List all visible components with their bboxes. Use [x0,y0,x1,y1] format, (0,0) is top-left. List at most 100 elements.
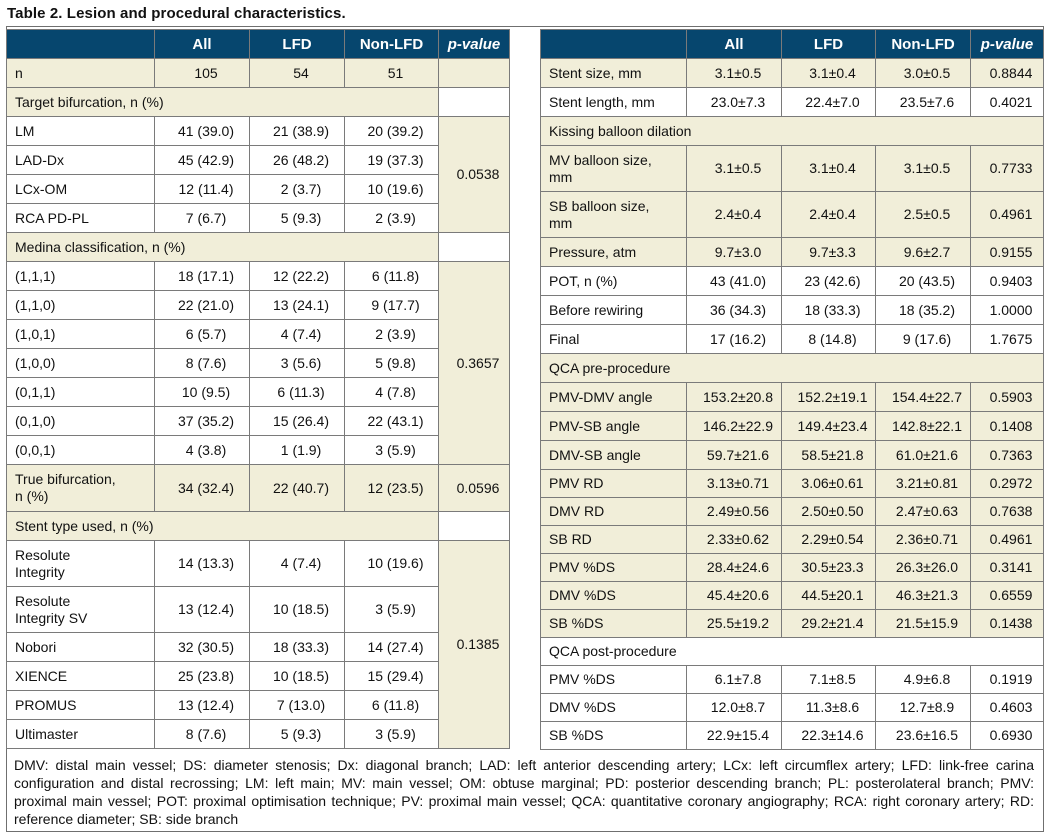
row-label: SB balloon size, mm [540,191,687,238]
table-row: (0,1,0) 37 (35.2) 15 (26.4) 22 (43.1) [6,406,510,436]
cell-non-lfd: 154.4±22.7 [875,382,971,412]
cell-all: 8 (7.6) [154,719,250,749]
table-row: SB balloon size, mm 2.4±0.4 2.4±0.4 2.5±0… [540,191,1044,238]
table-row: Resolute Integrity 14 (13.3) 4 (7.4) 10 (… [6,540,510,749]
cell-p-value: 0.0596 [438,464,510,512]
cell-lfd: 3.1±0.4 [781,58,876,88]
cell-lfd: 1 (1.9) [249,435,345,465]
header-row: All LFD Non-LFD p-value [6,29,510,59]
cell-lfd: 13 (24.1) [249,290,345,320]
cell-non-lfd: 4.9±6.8 [875,665,971,694]
section-row: Kissing balloon dilation [540,116,1044,146]
table-row: Stent size, mm 3.1±0.5 3.1±0.4 3.0±0.5 0… [540,58,1044,88]
row-label: Before rewiring [540,295,687,325]
cell-all: 146.2±22.9 [686,411,782,441]
label-line: Resolute [15,592,71,609]
cell-lfd: 149.4±23.4 [781,411,876,441]
cell-lfd: 8 (14.8) [781,324,876,354]
row-label: (0,1,0) [6,406,155,436]
cell-lfd: 10 (18.5) [249,586,345,633]
row-label: (1,1,0) [6,290,155,320]
cell-all: 37 (35.2) [154,406,250,436]
cell-lfd: 9.7±3.3 [781,237,876,267]
cell-lfd: 4 (7.4) [249,319,345,349]
cell-non-lfd: 142.8±22.1 [875,411,971,441]
cell-lfd: 152.2±19.1 [781,382,876,412]
cell-lfd: 22.4±7.0 [781,87,876,117]
cell-non-lfd: 23.5±7.6 [875,87,971,117]
cell-all: 6 (5.7) [154,319,250,349]
table-row: RCA PD-PL 7 (6.7) 5 (9.3) 2 (3.9) [6,203,510,233]
cell-non-lfd: 21.5±15.9 [875,609,971,638]
table-row: PMV %DS 6.1±7.8 7.1±8.5 4.9±6.8 0.1919 [540,665,1044,694]
table-row: PMV %DS 28.4±24.6 30.5±23.3 26.3±26.0 0.… [540,553,1044,582]
cell-all: 13 (12.4) [154,586,250,633]
table-row: DMV RD 2.49±0.56 2.50±0.50 2.47±0.63 0.7… [540,497,1044,526]
cell-all: 2.33±0.62 [686,525,782,554]
cell-lfd: 15 (26.4) [249,406,345,436]
label-line: Resolute [15,546,71,563]
cell-all: 22 (21.0) [154,290,250,320]
row-label: (0,0,1) [6,435,155,465]
cell-non-lfd: 12.7±8.9 [875,693,971,722]
header-blank [6,29,155,59]
cell-non-lfd: 6 (11.8) [344,690,439,720]
cell-non-lfd: 2 (3.9) [344,203,439,233]
section-qca-post: QCA post-procedure [540,637,1044,666]
cell-non-lfd: 22 (43.1) [344,406,439,436]
cell-lfd: 30.5±23.3 [781,553,876,582]
section-row: Medina classification, n (%) [6,232,510,262]
cell-lfd: 21 (38.9) [249,116,345,146]
cell-non-lfd: 23.6±16.5 [875,721,971,750]
cell-lfd: 2.4±0.4 [781,191,876,238]
row-label: DMV RD [540,497,687,526]
cell-all: 25.5±19.2 [686,609,782,638]
section-row: QCA post-procedure [540,637,1044,666]
cell-non-lfd: 3.1±0.5 [875,145,971,192]
row-label: PMV %DS [540,553,687,582]
label-line: Integrity SV [15,609,88,626]
cell-all: 17 (16.2) [686,324,782,354]
header-p-value: p-value [438,29,510,59]
cell-lfd: 22 (40.7) [249,464,345,512]
cell-non-lfd: 26.3±26.0 [875,553,971,582]
row-label: n [6,58,155,88]
cell-lfd: 4 (7.4) [249,540,345,587]
cell-p-value: 0.8844 [970,58,1044,88]
header-row: All LFD Non-LFD p-value [540,29,1044,59]
table-row: Resolute Integrity SV 13 (12.4) 10 (18.5)… [6,586,510,633]
cell-non-lfd: 9 (17.6) [875,324,971,354]
cell-lfd: 2.29±0.54 [781,525,876,554]
table-row: LCx-OM 12 (11.4) 2 (3.7) 10 (19.6) [6,174,510,204]
cell-all: 12.0±8.7 [686,693,782,722]
table-row: SB %DS 22.9±15.4 22.3±14.6 23.6±16.5 0.6… [540,721,1044,750]
left-table: All LFD Non-LFD p-value n 105 54 51 Targ… [6,29,510,749]
cell-non-lfd: 14 (27.4) [344,632,439,662]
row-label: Resolute Integrity [6,540,155,587]
cell-lfd: 10 (18.5) [249,661,345,691]
table-row: DMV %DS 12.0±8.7 11.3±8.6 12.7±8.9 0.460… [540,693,1044,722]
header-lfd: LFD [781,29,876,59]
table-row: Before rewiring 36 (34.3) 18 (33.3) 18 (… [540,295,1044,325]
cell-all: 32 (30.5) [154,632,250,662]
cell-lfd: 5 (9.3) [249,203,345,233]
row-label: DMV-SB angle [540,440,687,470]
table-row: (0,0,1) 4 (3.8) 1 (1.9) 3 (5.9) [6,435,510,465]
cell-all: 10 (9.5) [154,377,250,407]
section-row: QCA pre-procedure [540,353,1044,383]
header-all: All [154,29,250,59]
table-row: Stent length, mm 23.0±7.3 22.4±7.0 23.5±… [540,87,1044,117]
cell-lfd: 5 (9.3) [249,719,345,749]
table-row: POT, n (%) 43 (41.0) 23 (42.6) 20 (43.5)… [540,266,1044,296]
table-row: Pressure, atm 9.7±3.0 9.7±3.3 9.6±2.7 0.… [540,237,1044,267]
cell-lfd: 6 (11.3) [249,377,345,407]
cell-all: 105 [154,58,250,88]
cell-lfd: 23 (42.6) [781,266,876,296]
cell-all: 23.0±7.3 [686,87,782,117]
cell-non-lfd: 2 (3.9) [344,319,439,349]
row-label: PMV-DMV angle [540,382,687,412]
row-label: PMV RD [540,469,687,498]
section-row: Stent type used, n (%) [6,511,510,541]
table-row: Final 17 (16.2) 8 (14.8) 9 (17.6) 1.7675 [540,324,1044,354]
table-row: (1,0,0) 8 (7.6) 3 (5.6) 5 (9.8) [6,348,510,378]
